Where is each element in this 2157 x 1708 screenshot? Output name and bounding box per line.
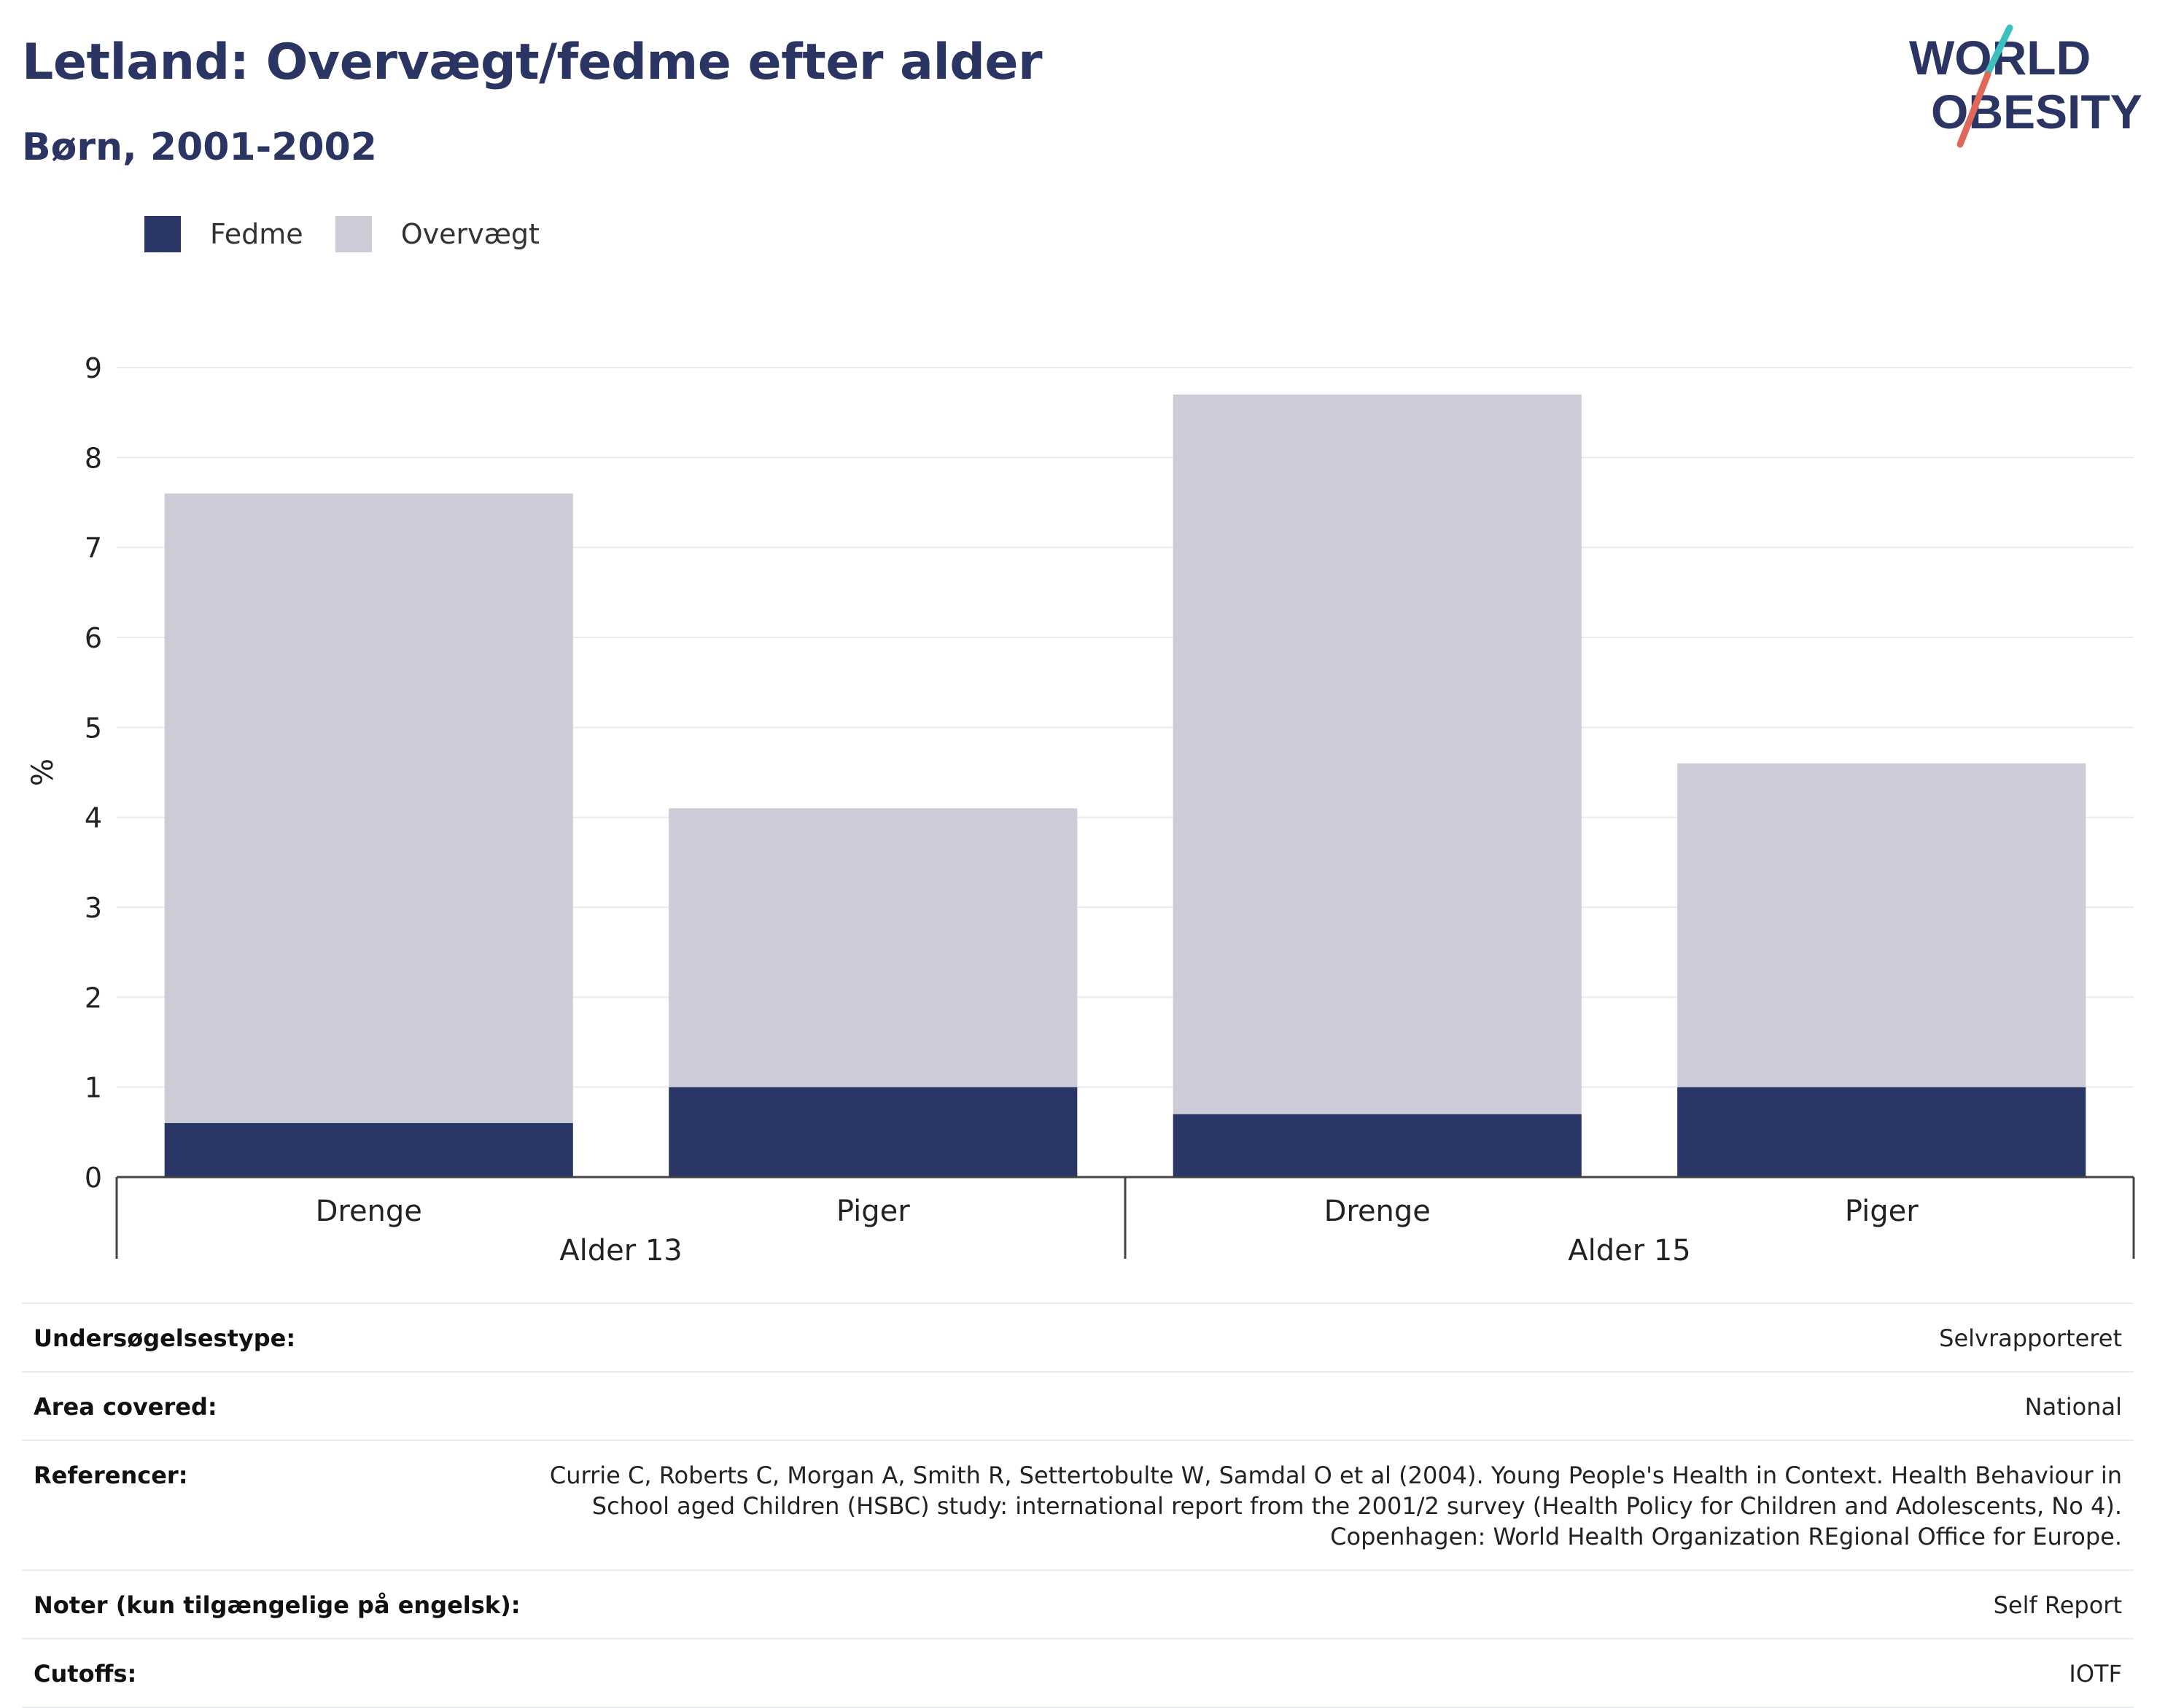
bar-overvaegt [1677, 763, 2086, 1087]
legend-item-overvaegt[interactable]: Overvægt [335, 216, 540, 252]
logo-slash-red [1956, 71, 1991, 148]
bar-overvaegt [164, 493, 573, 1123]
metadata-table: Undersøgelsestype: Selvrapporteret Area … [22, 1303, 2134, 1708]
meta-value: IOTF [2069, 1660, 2122, 1688]
meta-row-area: Area covered: National [22, 1373, 2134, 1441]
bar-overvaegt [1173, 395, 1582, 1114]
y-tick-label: 1 [85, 1072, 102, 1104]
x-tick-label: Piger [1845, 1195, 1919, 1228]
meta-label: Noter (kun tilgængelige på engelsk): [34, 1591, 521, 1619]
y-tick-label: 7 [85, 532, 102, 564]
meta-row-notes: Noter (kun tilgængelige på engelsk): Sel… [22, 1571, 2134, 1639]
reference-line: Copenhagen: World Health Organization RE… [1330, 1523, 2122, 1550]
reference-line: Currie C, Roberts C, Morgan A, Smith R, … [549, 1461, 2122, 1489]
x-group-label: Alder 13 [559, 1234, 683, 1268]
logo-line-1: WORLD [1909, 31, 2091, 85]
y-tick-label: 4 [85, 802, 102, 834]
legend-swatch-fedme [144, 216, 181, 252]
bar-fedme [669, 1087, 1078, 1177]
chart-legend: Fedme Overvægt [144, 216, 572, 252]
bar-fedme [1677, 1087, 2086, 1177]
meta-row-cutoffs: Cutoffs: IOTF [22, 1639, 2134, 1708]
meta-row-references: Referencer: Currie C, Roberts C, Morgan … [22, 1441, 2134, 1571]
meta-value: Self Report [1993, 1591, 2122, 1619]
meta-label: Cutoffs: [34, 1660, 137, 1688]
chart-title: Letland: Overvægt/fedme efter alder [22, 34, 1043, 91]
y-tick-label: 9 [85, 352, 102, 384]
meta-value: National [2024, 1393, 2122, 1421]
x-group-label: Alder 15 [1568, 1234, 1691, 1268]
meta-value: Selvrapporteret [1939, 1324, 2122, 1352]
meta-row-survey-type: Undersøgelsestype: Selvrapporteret [22, 1304, 2134, 1373]
legend-label-overvaegt: Overvægt [400, 218, 540, 250]
x-tick-label: Drenge [1324, 1195, 1431, 1228]
meta-value-references: Currie C, Roberts C, Morgan A, Smith R, … [550, 1460, 2122, 1552]
y-tick-label: 8 [85, 442, 102, 474]
meta-label: Undersøgelsestype: [34, 1324, 296, 1352]
legend-item-fedme[interactable]: Fedme [144, 216, 303, 252]
chart-subtitle: Børn, 2001-2002 [22, 125, 377, 169]
bar-fedme [164, 1123, 573, 1177]
logo-slash-teal [1984, 24, 2013, 77]
meta-label: Area covered: [34, 1393, 217, 1421]
x-tick-label: Drenge [316, 1195, 422, 1228]
y-tick-label: 0 [85, 1162, 102, 1194]
y-tick-label: 5 [85, 712, 102, 744]
bar-chart: 0 1 2 3 4 5 6 7 8 9% Drenge Piger Drenge Piger Alder 1… [26, 352, 2135, 1268]
x-tick-label: Piger [836, 1195, 910, 1228]
meta-label: Referencer: [34, 1461, 188, 1489]
bar-fedme [1173, 1114, 1582, 1177]
y-tick-label: 3 [85, 892, 102, 924]
y-tick-label: 2 [85, 982, 102, 1014]
legend-swatch-overvaegt [335, 216, 372, 252]
bar-overvaegt [669, 808, 1078, 1087]
reference-line: School aged Children (HSBC) study: inter… [591, 1492, 2122, 1520]
y-axis-label: % [26, 758, 60, 786]
world-obesity-logo: WORLD OBESITY [1909, 24, 2142, 148]
legend-label-fedme: Fedme [210, 218, 303, 250]
y-tick-label: 6 [85, 622, 102, 654]
